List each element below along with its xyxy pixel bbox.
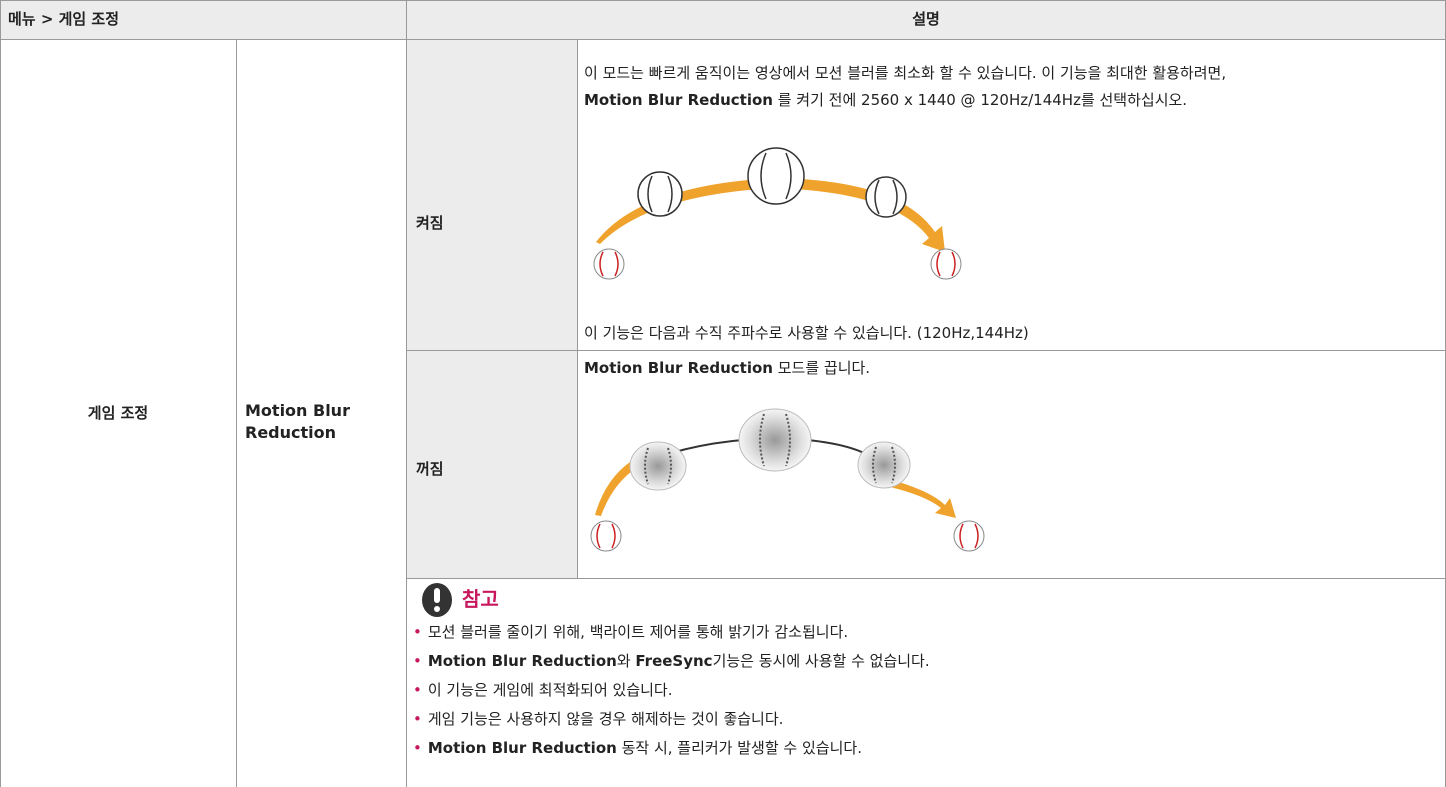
border	[0, 0, 1446, 1]
text-run: 동작 시, 플리커가 발생할 수 있습니다.	[616, 739, 862, 757]
text-run: 이 기능은 게임에 최적화되어 있습니다.	[427, 681, 673, 699]
border	[577, 39, 578, 578]
text-line: Motion Blur Reduction 모드를 끕니다.	[584, 358, 870, 378]
item-cell: Motion Blur Reduction	[245, 401, 350, 442]
note-item: Motion Blur Reduction 동작 시, 플리커가 발생할 수 있…	[413, 738, 862, 758]
border	[236, 39, 237, 787]
text-run: Motion Blur Reduction	[427, 652, 617, 670]
menu-cell: 게임 조정	[87, 404, 149, 422]
on-description: 이 모드는 빠르게 움직이는 영상에서 모션 블러를 최소화 할 수 있습니다.…	[584, 63, 1226, 117]
text-line: Motion Blur Reduction 를 켜기 전에 2560 x 144…	[584, 90, 1226, 110]
border	[406, 0, 407, 787]
text-run: 게임 기능은 사용하지 않을 경우 해제하는 것이 좋습니다.	[427, 710, 784, 728]
on-illustration	[593, 147, 962, 280]
text-run: 이 모드는 빠르게 움직이는 영상에서 모션 블러를 최소화 할 수 있습니다.…	[584, 64, 1227, 82]
text-run: FreeSync	[635, 652, 713, 670]
option-on: 켜짐	[416, 214, 444, 232]
text-run: Motion Blur Reduction	[584, 91, 773, 109]
border	[406, 350, 1446, 351]
border	[0, 0, 1, 787]
header-menu: 메뉴 > 게임 조정	[8, 10, 120, 28]
off-description: Motion Blur Reduction 모드를 끕니다.	[584, 358, 870, 385]
header-description: 설명	[912, 10, 940, 28]
note-item: Motion Blur Reduction와 FreeSync기능은 동시에 사…	[413, 651, 930, 671]
note-item: 모션 블러를 줄이기 위해, 백라이트 제어를 통해 밝기가 감소됩니다.	[413, 622, 848, 642]
border	[0, 39, 1446, 40]
note-icon	[422, 583, 452, 617]
note-item: 이 기능은 게임에 최적화되어 있습니다.	[413, 680, 673, 700]
note-item: 게임 기능은 사용하지 않을 경우 해제하는 것이 좋습니다.	[413, 709, 784, 729]
text-run: Motion Blur Reduction	[427, 739, 617, 757]
header-bg	[0, 0, 1446, 39]
text-run: 와	[616, 652, 636, 670]
on-footnote: 이 기능은 다음과 수직 주파수로 사용할 수 있습니다. (120Hz,144…	[584, 324, 1029, 342]
note-title: 참고	[462, 587, 499, 611]
text-run: 모드를 끕니다.	[772, 359, 871, 377]
text-run: 기능은 동시에 사용할 수 없습니다.	[712, 652, 930, 670]
text-run: 모션 블러를 줄이기 위해, 백라이트 제어를 통해 밝기가 감소됩니다.	[427, 623, 849, 641]
option-off: 꺼짐	[416, 460, 444, 478]
text-run: Motion Blur Reduction	[584, 359, 773, 377]
off-illustration	[590, 408, 985, 552]
border	[406, 578, 1446, 579]
text-run: 를 켜기 전에 2560 x 1440 @ 120Hz/144Hz를 선택하십시…	[772, 91, 1188, 109]
text-line: 이 모드는 빠르게 움직이는 영상에서 모션 블러를 최소화 할 수 있습니다.…	[584, 63, 1226, 83]
option-bg	[406, 39, 577, 578]
